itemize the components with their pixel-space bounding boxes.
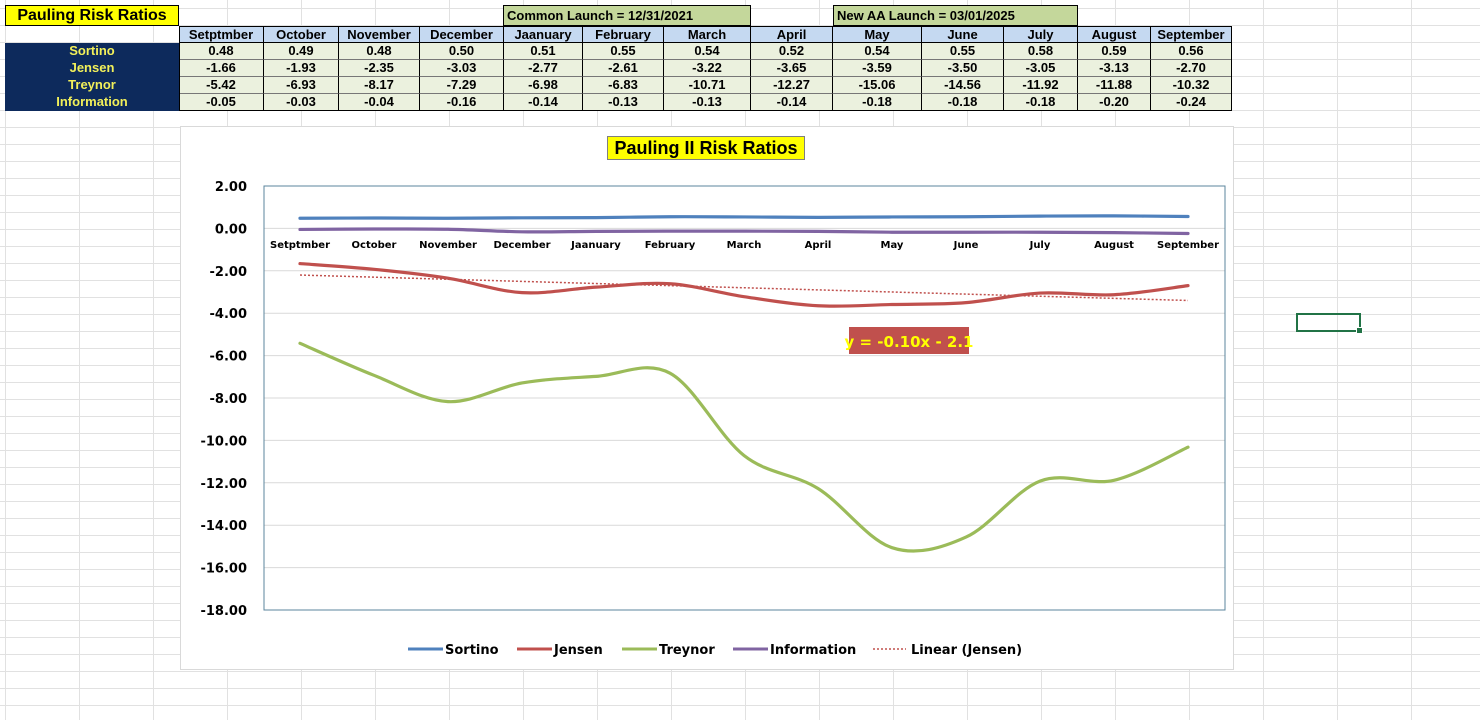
table-cell[interactable]: 0.50 <box>420 43 504 60</box>
table-cell[interactable]: 0.52 <box>751 43 833 60</box>
table-cell[interactable]: -1.66 <box>179 60 264 77</box>
table-cell[interactable]: -11.88 <box>1078 77 1151 94</box>
row-label[interactable]: Information <box>5 94 179 111</box>
column-header[interactable]: July <box>1004 26 1078 43</box>
table-cell[interactable]: 0.49 <box>264 43 339 60</box>
column-header[interactable]: April <box>751 26 833 43</box>
table-cell[interactable]: -3.22 <box>664 60 751 77</box>
table-cell[interactable]: -3.13 <box>1078 60 1151 77</box>
legend-entry[interactable]: Linear (Jensen) <box>911 643 1022 658</box>
x-category-label: June <box>953 240 979 251</box>
table-cell[interactable]: -3.59 <box>833 60 922 77</box>
column-header[interactable]: February <box>583 26 664 43</box>
row-label[interactable]: Sortino <box>5 43 179 60</box>
x-category-label: May <box>881 240 904 251</box>
series-line-information[interactable] <box>298 227 1190 236</box>
legend-entry[interactable]: Information <box>770 643 856 658</box>
table-cell[interactable]: -10.71 <box>664 77 751 94</box>
table-cell[interactable]: -1.93 <box>264 60 339 77</box>
legend-entry[interactable]: Sortino <box>445 643 499 658</box>
table-cell[interactable]: -3.65 <box>751 60 833 77</box>
column-header[interactable]: Setptmber <box>179 26 264 43</box>
series-line-jensen[interactable] <box>298 261 1190 308</box>
table-cell[interactable]: -12.27 <box>751 77 833 94</box>
sheet-title[interactable]: Pauling Risk Ratios <box>5 5 179 26</box>
y-tick-label: -18.00 <box>200 604 247 619</box>
y-tick-label: -16.00 <box>200 562 247 577</box>
x-category-label: August <box>1094 240 1134 251</box>
y-tick-label: -14.00 <box>200 519 247 534</box>
x-category-label: April <box>805 240 832 251</box>
y-tick-label: -4.00 <box>210 307 247 322</box>
legend-entry[interactable]: Treynor <box>659 643 715 658</box>
table-cell[interactable]: -14.56 <box>922 77 1004 94</box>
table-cell[interactable]: 0.51 <box>504 43 583 60</box>
column-header[interactable]: March <box>664 26 751 43</box>
x-category-label: February <box>645 240 696 251</box>
chart-title[interactable]: Pauling II Risk Ratios <box>607 136 805 160</box>
y-tick-label: -6.00 <box>210 350 247 365</box>
new-aa-launch-note[interactable]: New AA Launch = 03/01/2025 <box>833 5 1078 26</box>
x-category-label: December <box>493 240 550 251</box>
common-launch-note[interactable]: Common Launch = 12/31/2021 <box>503 5 751 26</box>
x-category-label: Jaanuary <box>570 240 621 251</box>
table-cell[interactable]: -0.18 <box>833 94 922 111</box>
table-cell[interactable]: 0.48 <box>339 43 420 60</box>
table-cell[interactable]: -6.98 <box>504 77 583 94</box>
x-category-label: Setptmber <box>270 240 330 251</box>
table-cell[interactable]: -0.20 <box>1078 94 1151 111</box>
legend-entry[interactable]: Jensen <box>553 643 603 658</box>
table-cell[interactable]: -2.77 <box>504 60 583 77</box>
table-cell[interactable]: 0.48 <box>179 43 264 60</box>
x-category-label: March <box>727 240 762 251</box>
series-line-sortino[interactable] <box>298 214 1190 220</box>
table-cell[interactable]: 0.55 <box>583 43 664 60</box>
table-cell[interactable]: 0.54 <box>833 43 922 60</box>
table-cell[interactable]: -6.93 <box>264 77 339 94</box>
table-cell[interactable]: -7.29 <box>420 77 504 94</box>
y-tick-label: 2.00 <box>215 180 247 195</box>
trendline-label-box <box>849 327 969 354</box>
table-cell[interactable]: -2.61 <box>583 60 664 77</box>
column-header[interactable]: August <box>1078 26 1151 43</box>
table-cell[interactable]: -2.70 <box>1151 60 1232 77</box>
table-cell[interactable]: -15.06 <box>833 77 922 94</box>
table-cell[interactable]: -11.92 <box>1004 77 1078 94</box>
table-cell[interactable]: 0.59 <box>1078 43 1151 60</box>
table-cell[interactable]: 0.55 <box>922 43 1004 60</box>
y-tick-label: -10.00 <box>200 434 247 449</box>
y-tick-label: -2.00 <box>210 265 247 280</box>
table-cell[interactable]: -8.17 <box>339 77 420 94</box>
table-cell[interactable]: -2.35 <box>339 60 420 77</box>
y-tick-label: 0.00 <box>215 222 247 237</box>
x-category-label: July <box>1029 240 1051 251</box>
row-label[interactable]: Treynor <box>5 77 179 94</box>
row-label[interactable]: Jensen <box>5 60 179 77</box>
table-cell[interactable]: 0.58 <box>1004 43 1078 60</box>
table-cell[interactable]: -5.42 <box>179 77 264 94</box>
table-cell[interactable]: -6.83 <box>583 77 664 94</box>
x-category-label: November <box>419 240 477 251</box>
selected-cell[interactable] <box>1296 313 1363 334</box>
y-tick-label: -8.00 <box>210 392 247 407</box>
table-cell[interactable]: 0.54 <box>664 43 751 60</box>
x-category-label: September <box>1157 240 1219 251</box>
column-header[interactable]: June <box>922 26 1004 43</box>
table-cell[interactable]: -3.05 <box>1004 60 1078 77</box>
table-cell[interactable]: -3.50 <box>922 60 1004 77</box>
table-cell[interactable]: -3.03 <box>420 60 504 77</box>
trendline-equation: y = -0.10x - 2.1 <box>845 333 974 351</box>
y-tick-label: -12.00 <box>200 477 247 492</box>
x-category-label: October <box>352 240 397 251</box>
series-line-treynor[interactable] <box>298 341 1190 553</box>
